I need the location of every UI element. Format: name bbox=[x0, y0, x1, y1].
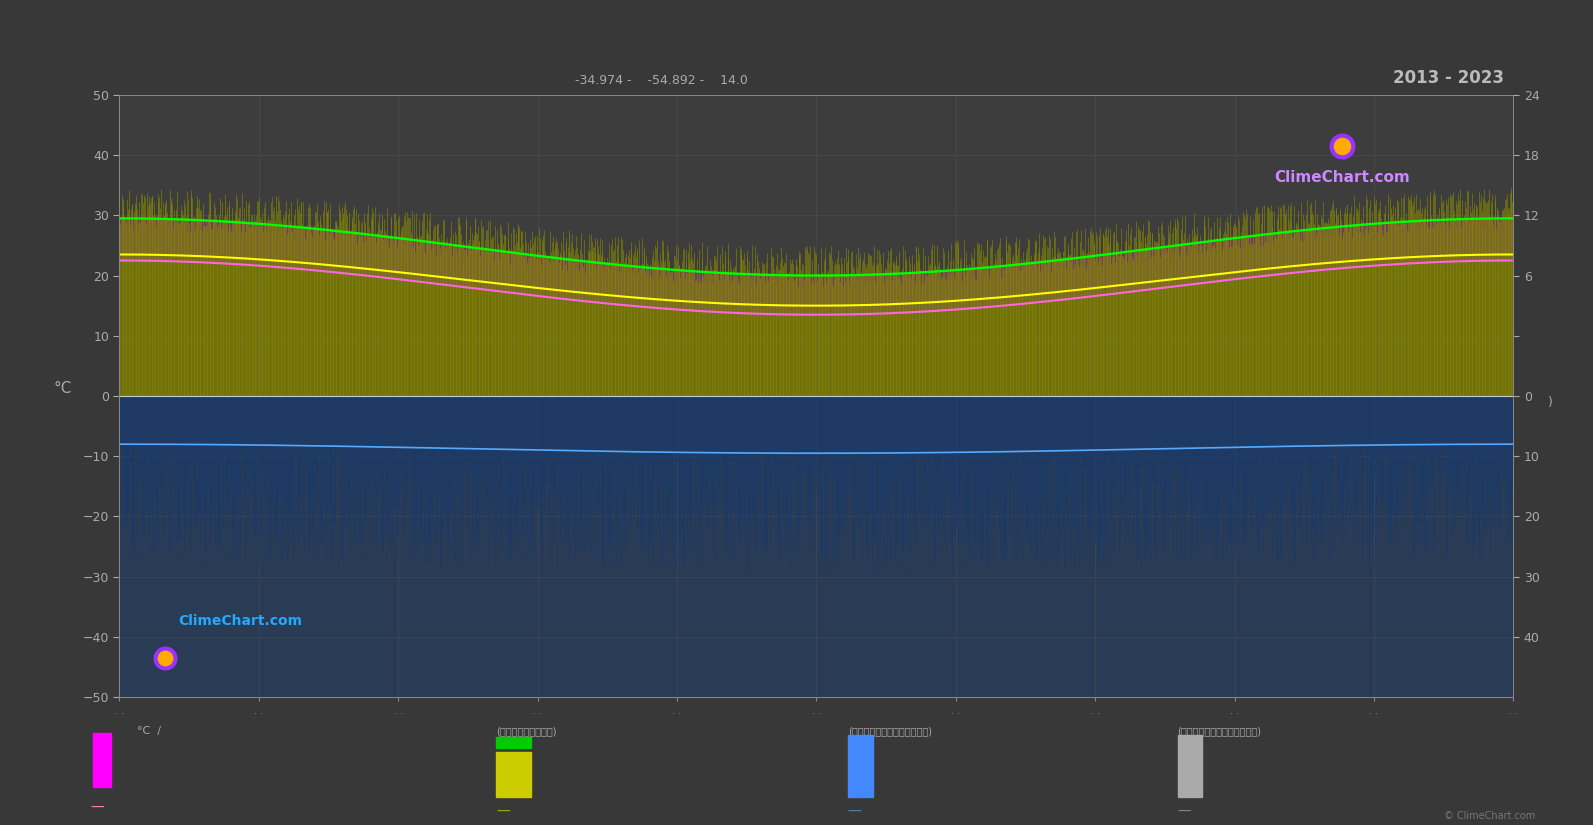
Y-axis label: °C: °C bbox=[54, 381, 72, 396]
Y-axis label: ): ) bbox=[1548, 396, 1553, 409]
Text: —: — bbox=[91, 801, 104, 815]
Text: ClimeChart.com: ClimeChart.com bbox=[178, 614, 303, 628]
Text: —: — bbox=[1177, 805, 1192, 819]
Bar bbox=[1177, 735, 1203, 797]
Text: 2013 - 2023: 2013 - 2023 bbox=[1392, 68, 1504, 87]
Point bbox=[153, 652, 178, 665]
Bar bbox=[495, 752, 530, 797]
Text: —: — bbox=[847, 805, 862, 819]
Point bbox=[153, 652, 178, 665]
Text: -34.974 -    -54.892 -    14.0: -34.974 - -54.892 - 14.0 bbox=[575, 73, 747, 87]
Bar bbox=[92, 733, 110, 786]
Text: (ปริมาณน้ำอิ่ม): (ปริมาณน้ำอิ่ม) bbox=[847, 727, 932, 737]
Text: (ภูมิอากาศ): (ภูมิอากาศ) bbox=[495, 727, 556, 737]
Text: © ClimeChart.com: © ClimeChart.com bbox=[1445, 811, 1536, 821]
Bar bbox=[847, 735, 873, 797]
Bar bbox=[495, 738, 530, 748]
Text: ClimeChart.com: ClimeChart.com bbox=[1274, 170, 1410, 185]
Text: (ปริมาณน้ำอิ่ม): (ปริมาณน้ำอิ่ม) bbox=[1177, 727, 1262, 737]
Text: —: — bbox=[495, 805, 510, 819]
Point bbox=[1329, 139, 1354, 153]
Text: °C  /: °C / bbox=[137, 727, 161, 737]
Point bbox=[1329, 139, 1354, 153]
